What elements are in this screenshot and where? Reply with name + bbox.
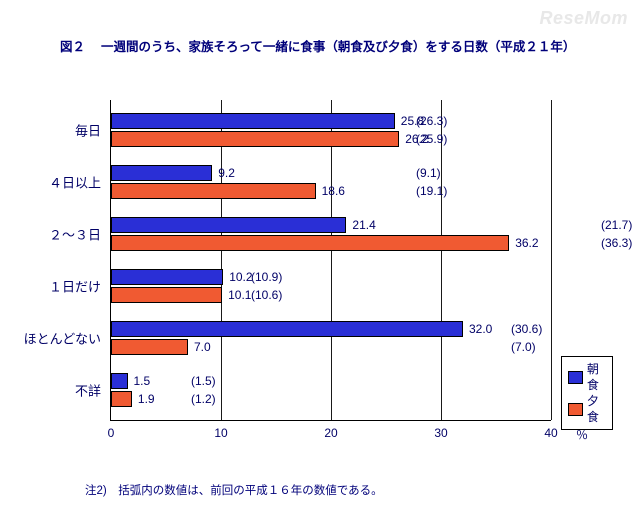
value-label: 36.2 [515,236,538,250]
bar-朝食 [111,269,223,285]
bar-朝食 [111,217,346,233]
gridline [221,100,222,420]
x-tick-label: 10 [214,426,227,440]
legend-item: 夕食 [568,393,604,425]
paren-label: (26.3) [416,114,447,128]
value-label: 9.2 [218,166,235,180]
category-label: 不詳 [1,381,101,400]
x-tick-label: 30 [434,426,447,440]
paren-label: (19.1) [416,184,447,198]
legend-label: 朝食 [587,361,604,393]
value-label: 21.4 [352,218,375,232]
legend-swatch [568,403,583,416]
bar-夕食 [111,287,222,303]
value-label: 1.9 [138,392,155,406]
bar-夕食 [111,339,188,355]
x-tick-label: 20 [324,426,337,440]
gridline [551,100,552,420]
chart-title: 図２ 一週間のうち、家族そろって一緒に食事（朝食及び夕食）をする日数（平成２１年… [60,36,575,55]
footnote: 注2) 括弧内の数値は、前回の平成１６年の数値である。 [85,482,383,498]
paren-label: (30.6) [511,322,542,336]
category-label: ほとんどない [1,329,101,348]
paren-label: (10.6) [251,288,282,302]
x-tick-label: 40 [544,426,557,440]
chart-area: 010203040％毎日25.8(26.3)26.2(25.9)４日以上9.2(… [0,100,640,440]
paren-label: (9.1) [416,166,441,180]
watermark: ReseMom [539,8,628,29]
category-label: ４日以上 [1,173,101,192]
paren-label: (10.9) [251,270,282,284]
value-label: 32.0 [469,322,492,336]
value-label: 1.5 [134,374,151,388]
value-label: 18.6 [322,184,345,198]
value-label: 10.1 [228,288,251,302]
legend-swatch [568,371,583,384]
value-label: 10.2 [229,270,252,284]
gridline [331,100,332,420]
bar-夕食 [111,183,316,199]
bar-夕食 [111,235,509,251]
paren-label: (1.2) [191,392,216,406]
bar-朝食 [111,113,395,129]
bar-朝食 [111,373,128,389]
paren-label: (1.5) [191,374,216,388]
bar-夕食 [111,131,399,147]
legend-item: 朝食 [568,361,604,393]
legend-label: 夕食 [587,393,604,425]
bar-朝食 [111,321,463,337]
bar-朝食 [111,165,212,181]
gridline [441,100,442,420]
paren-label: (21.7) [601,218,632,232]
legend: 朝食夕食 [561,356,613,430]
paren-label: (7.0) [511,340,536,354]
value-label: 7.0 [194,340,211,354]
category-label: １日だけ [1,277,101,296]
category-label: ２～３日 [1,225,101,244]
paren-label: (36.3) [601,236,632,250]
category-label: 毎日 [1,121,101,140]
plot-region: 010203040％毎日25.8(26.3)26.2(25.9)４日以上9.2(… [110,100,551,421]
x-tick-label: 0 [108,426,115,440]
bar-夕食 [111,391,132,407]
paren-label: (25.9) [416,132,447,146]
